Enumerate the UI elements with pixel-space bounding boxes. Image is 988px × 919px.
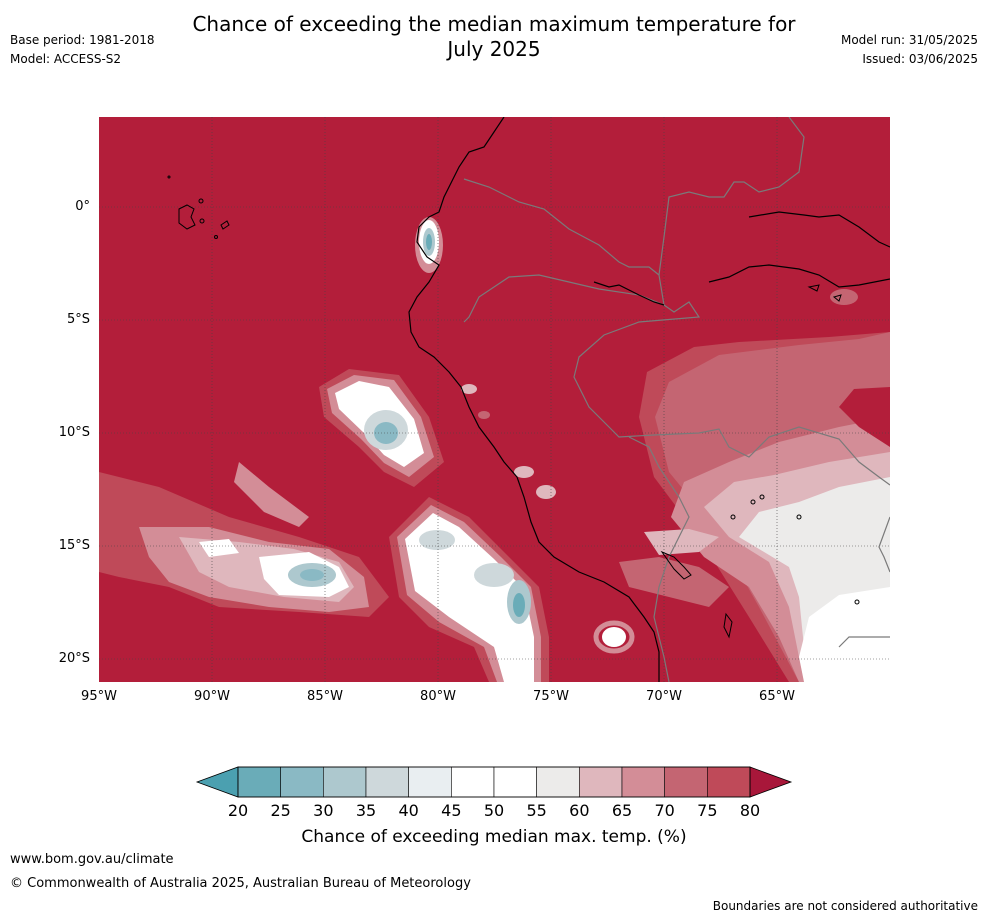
colorbar-tick-label: 40 [398, 801, 419, 820]
map-gridlines [99, 117, 890, 682]
lakes-and-islands [167, 175, 860, 639]
colorbar-tick-label: 30 [313, 801, 334, 820]
copyright-notice: © Commonwealth of Australia 2025, Austra… [10, 876, 471, 891]
colorbar-tick-label: 55 [526, 801, 547, 820]
title-line-2: July 2025 [447, 37, 541, 61]
colorbar-cell [408, 766, 452, 798]
colorbar-cell [493, 766, 537, 798]
lon-label-65w: 65°W [759, 689, 795, 704]
boundaries-disclaimer: Boundaries are not considered authoritat… [712, 899, 978, 913]
colorbar-cell [280, 766, 324, 798]
colorbar-over-arrow [749, 766, 793, 798]
colorbar-cells [237, 766, 751, 798]
title-line-1: Chance of exceeding the median maximum t… [192, 12, 796, 36]
anomaly-coastal-spots [461, 289, 858, 654]
colorbar-tick-label: 50 [483, 801, 505, 820]
lat-label-0: 0° [75, 199, 90, 214]
colorbar-tick-label: 45 [441, 801, 462, 820]
base-period: Base period: 1981-2018 [10, 33, 155, 47]
map-title: Chance of exceeding the median maximum t… [150, 12, 838, 62]
colorbar-cell [451, 766, 495, 798]
lon-label-75w: 75°W [533, 689, 569, 704]
colorbar-cell [365, 766, 409, 798]
model-run: Model run: 31/05/2025 [840, 33, 978, 47]
website-url[interactable]: www.bom.gov.au/climate [10, 852, 174, 867]
coastlines [408, 117, 890, 682]
lon-label-80w: 80°W [420, 689, 456, 704]
colorbar-cell [664, 766, 708, 798]
anomaly-blob-north [415, 217, 443, 273]
lat-label-20s: 20°S [58, 651, 90, 666]
issued-date: Issued: 03/06/2025 [862, 52, 978, 66]
colorbar-cell [579, 766, 623, 798]
anomaly-blob-offshore-1 [319, 369, 444, 487]
colorbar-cell [237, 766, 281, 798]
lon-label-90w: 90°W [194, 689, 230, 704]
colorbar-cell [536, 766, 580, 798]
colorbar-tick-label: 35 [355, 801, 377, 820]
colorbar-tick-label: 60 [569, 801, 590, 820]
lon-label-95w: 95°W [81, 689, 117, 704]
colorbar-under-arrow [195, 766, 239, 798]
lat-label-15s: 15°S [58, 538, 90, 553]
colorbar-tick-label: 25 [270, 801, 291, 820]
colorbar-tick-label: 70 [654, 801, 675, 820]
anomaly-band-offshore-2 [389, 497, 549, 682]
colorbar-label: Chance of exceeding median max. temp. (%… [301, 827, 687, 847]
colorbar-frame [237, 766, 751, 798]
model-name: Model: ACCESS-S2 [10, 52, 122, 66]
lon-label-70w: 70°W [646, 689, 682, 704]
lat-label-10s: 10°S [58, 425, 90, 440]
lon-label-85w: 85°W [307, 689, 343, 704]
colorbar-cell [707, 766, 751, 798]
lat-label-5s: 5°S [66, 312, 90, 327]
colorbar-tick-label: 75 [697, 801, 718, 820]
colorbar-cell [621, 766, 665, 798]
colorbar-tick-label: 20 [227, 801, 249, 820]
colorbar-tick-label: 80 [739, 801, 761, 820]
country-borders [463, 117, 890, 682]
colorbar [195, 766, 793, 798]
forecast-map [99, 117, 890, 682]
colorbar-cell [323, 766, 367, 798]
anomaly-region-bolivia [619, 332, 890, 682]
anomaly-band-offshore-3 [99, 462, 389, 617]
colorbar-tick-label: 65 [611, 801, 633, 820]
